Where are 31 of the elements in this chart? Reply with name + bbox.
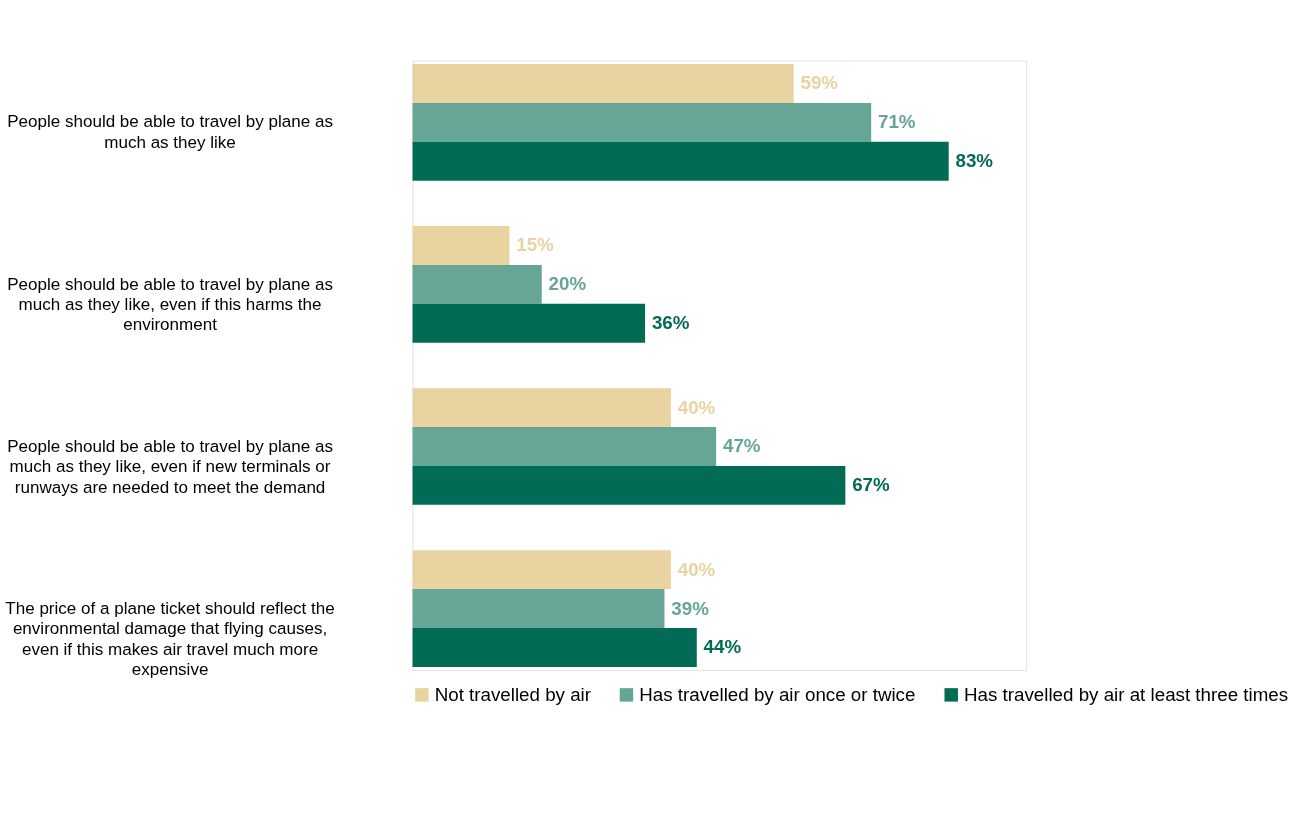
bar (412, 388, 671, 428)
legend-label: Not travelled by air (434, 683, 592, 705)
bar (412, 589, 665, 629)
bar (412, 303, 646, 343)
data-label: 40% (677, 396, 716, 418)
data-label: 36% (651, 312, 690, 334)
bar (412, 427, 717, 466)
data-label: 44% (703, 636, 742, 658)
bar (412, 628, 697, 667)
data-label: 15% (516, 234, 555, 256)
bar (412, 465, 846, 505)
bar (412, 264, 542, 304)
bar (412, 102, 872, 142)
data-label: 67% (852, 474, 891, 496)
y-tick-label: People should be able to travel by plane as much as they like, even if this harms the environment (7, 274, 333, 335)
y-tick-label: People should be able to travel by plane as much as they like (7, 112, 333, 152)
bar (412, 141, 949, 181)
bar (412, 63, 794, 103)
data-label: 59% (800, 72, 839, 94)
data-label: 83% (955, 150, 994, 172)
y-tick-label: The price of a plane ticket should reflect the environmental damage that flying causes, even if this makes air travel much more expensive (5, 598, 335, 680)
bar (412, 550, 671, 590)
data-label: 40% (677, 558, 716, 580)
legend-label: Has travelled by air at least three times (964, 683, 1289, 705)
data-label: 39% (671, 597, 710, 619)
bar (412, 226, 510, 265)
data-label: 47% (722, 435, 761, 457)
y-tick-label: People should be able to travel by plane as much as they like, even if new terminals or runways are needed to meet the demand (7, 436, 333, 497)
legend-label: Has travelled by air once or twice (639, 683, 916, 705)
data-label: 71% (878, 111, 916, 133)
data-label: 20% (548, 273, 587, 295)
